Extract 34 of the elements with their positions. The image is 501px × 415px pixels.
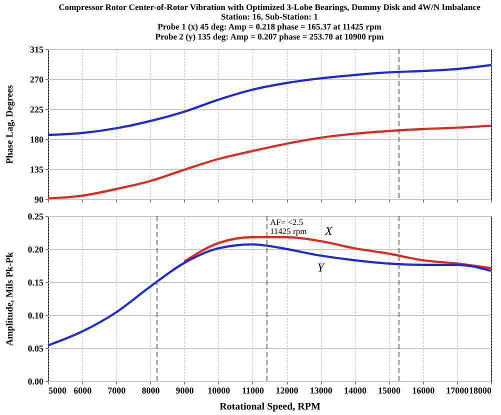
x-tick-label: 18000 [469,386,492,396]
x-tick-label: 10000 [208,386,231,396]
y-tick-label: 0.15 [28,278,44,288]
series-label: Y [317,260,326,275]
x-tick-label: 13000 [310,386,333,396]
y-tick-label: 0.20 [28,244,44,254]
y-tick-label: 180 [30,134,44,144]
x-tick-label: 15000 [378,386,402,396]
x-tick-label: 17000 [446,386,470,396]
x-tick-label: 12000 [276,386,299,396]
x-tick-label: 6000 [74,386,92,396]
x-tick-label: 7000 [108,386,126,396]
x-tick-label: 16000 [412,386,436,396]
chart-title: Compressor Rotor Center-of-Rotor Vibration with Optimized 3-Lobe Bearings, Dummy Disk and 4W/N Imbalance [58,2,481,12]
x-axis-title: Rotational Speed, RPM [220,402,321,412]
y-axis-title: Phase Lag, Degrees [6,84,16,164]
x-tick-label: 14000 [344,386,367,396]
y-axis-title: Amplitude, Mils Pk-Pk [6,251,16,346]
y-tick-label: 315 [30,44,44,54]
chart-subtitle: Station: 16, Sub-Station: 1 Probe 1 (x) 45 deg: Amp = 0.218 phase = 165.37 at 11425 rpm Probe 2 (y) 135 deg: Amp = 0.207 phase = 253.70 at 10900 rpm [155,11,385,42]
y-tick-label: 270 [30,74,44,84]
ref-line-label: AF= <2.5 11425 rpm [270,217,308,236]
x-tick-label: 9000 [176,386,194,396]
y-tick-label: 0.00 [28,376,44,386]
x-tick-label: 11000 [242,386,264,396]
y-tick-label: 0.25 [28,212,44,222]
y-tick-label: 225 [30,104,44,114]
y-tick-label: 0.05 [28,344,44,354]
y-tick-label: 90 [34,194,44,204]
x-tick-label: 8000 [142,386,160,396]
y-tick-label: 135 [30,164,44,174]
x-tick-label: 5000 [48,386,67,396]
y-tick-label: 0.10 [28,310,44,320]
series-label: X [324,224,333,238]
